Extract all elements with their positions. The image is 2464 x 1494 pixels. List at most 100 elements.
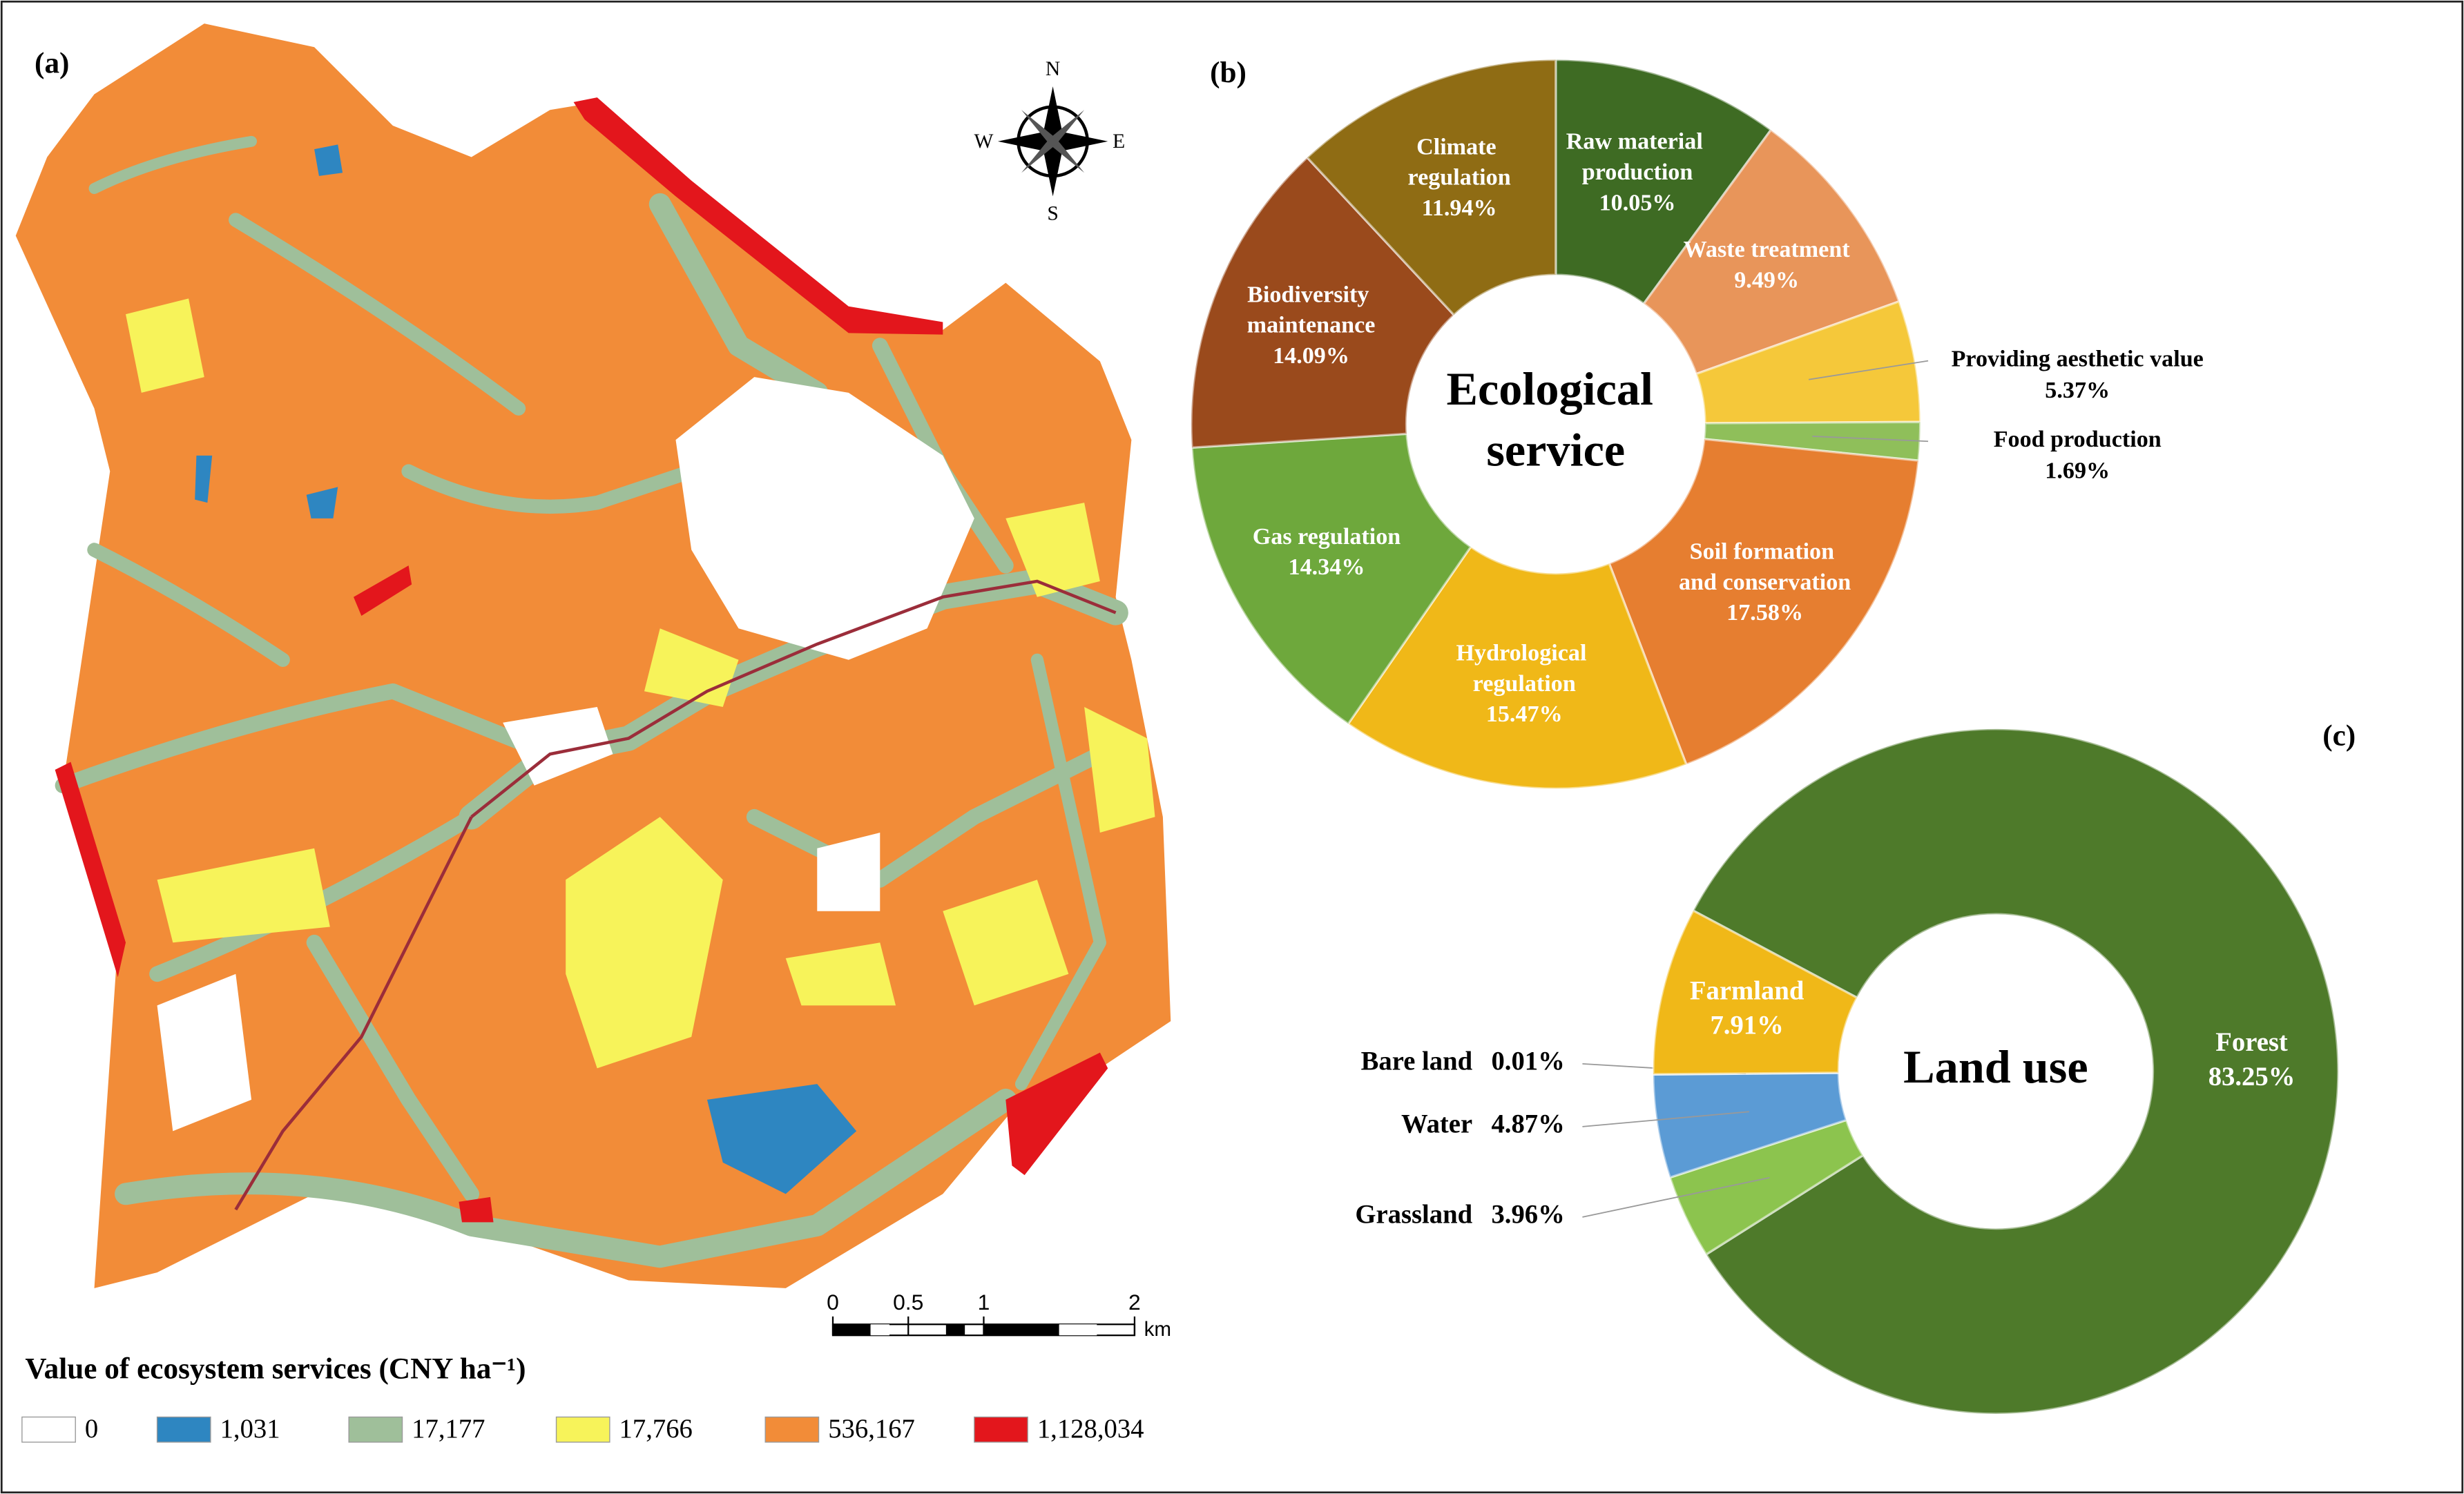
legend-label: 17,177 (412, 1415, 485, 1444)
panel-label: (c) (2322, 719, 2356, 752)
legend-label: 1,031 (220, 1415, 280, 1444)
map-patch (55, 761, 126, 978)
valley (229, 213, 526, 416)
valley (88, 135, 258, 195)
value-label: 3.96% (1491, 1201, 1564, 1230)
compass-label: N (1046, 58, 1060, 80)
center-title: Ecological service (1446, 362, 1665, 476)
compass-star (1021, 110, 1085, 173)
map-patch (459, 1196, 494, 1223)
map-patch (195, 455, 213, 503)
panel-label: (b) (1210, 56, 1247, 89)
map-patch (675, 377, 974, 660)
leader-line (1812, 435, 1929, 443)
scale-segment (870, 1324, 889, 1336)
legend-swatch (974, 1416, 1028, 1443)
slice-label: Bare land (1361, 1047, 1473, 1076)
value-label: 0.01% (1491, 1047, 1564, 1076)
scale-segment (945, 1324, 965, 1336)
map-patch (817, 833, 880, 911)
value-label: 83.25% (2208, 1063, 2295, 1092)
valley (401, 464, 699, 514)
value-label: 10.05% (1599, 190, 1676, 215)
slice (1642, 128, 1901, 376)
legend-label: 17,766 (619, 1415, 693, 1444)
slice-label: Providing aesthetic value (1952, 346, 2204, 371)
slice (1691, 728, 2340, 1415)
scale-segment (1059, 1324, 1097, 1336)
scale-label: 1 (978, 1290, 990, 1314)
legend-swatch (156, 1416, 211, 1443)
scale-segment (833, 1324, 871, 1336)
slice (1346, 545, 1688, 790)
river (470, 579, 1117, 819)
map-patch (1005, 503, 1100, 597)
compass: N S E W (974, 58, 1126, 224)
valley (87, 543, 290, 667)
scale-label: 2 (1128, 1290, 1141, 1314)
slice-label: Raw material production (1566, 129, 1709, 185)
value-label: 14.09% (1273, 343, 1349, 369)
map-patch (573, 97, 943, 335)
slice-label: Farmland (1690, 976, 1804, 1005)
center-title: Land use (1903, 1040, 2088, 1093)
scale-segment (983, 1324, 1059, 1336)
slice (1555, 58, 1773, 306)
map-patch (566, 817, 723, 1069)
legend-label: 0 (85, 1415, 98, 1444)
slice (1190, 155, 1456, 449)
map-patch (126, 298, 204, 393)
map: N S E W (a) Value of ecosystem services … (15, 23, 1171, 1385)
slice-label: Food production (1994, 427, 2162, 452)
slice-label: Forest (2215, 1028, 2288, 1057)
map-patch (785, 942, 896, 1006)
scale-label: 0.5 (893, 1290, 923, 1314)
leader-line (1582, 1176, 1770, 1218)
slice (1607, 438, 1920, 766)
value-label: 17.58% (1726, 600, 1803, 625)
value-label: 11.94% (1422, 195, 1497, 221)
legend-swatch (555, 1416, 610, 1443)
map-patch (157, 973, 252, 1132)
slice-label: Waste treatment (1684, 237, 1851, 262)
compass-label: S (1047, 203, 1058, 225)
map-patch (306, 487, 338, 518)
legend-swatch (348, 1416, 403, 1443)
slice-label: Hydrological regulation (1456, 640, 1593, 696)
slice-label: Grassland (1355, 1201, 1472, 1230)
leader-line (1809, 360, 1929, 380)
panel-label: (a) (35, 46, 69, 79)
slice (1191, 432, 1473, 726)
slice-label: Gas regulation (1253, 524, 1401, 550)
map-patch (157, 848, 330, 943)
map-patch (353, 565, 412, 616)
value-label: 5.37% (2045, 378, 2110, 403)
slice-label: Water (1401, 1110, 1472, 1139)
leader-line (1582, 1111, 1749, 1127)
legend-swatch (764, 1416, 820, 1443)
scale-label: 0 (827, 1290, 839, 1314)
slice-label: Biodiversity maintenance (1247, 282, 1376, 338)
valley (306, 934, 480, 1202)
map-patch (1005, 1052, 1108, 1176)
slice (1305, 58, 1557, 317)
valley (648, 193, 829, 404)
legend-title: Value of ecosystem services (CNY ha⁻¹) (25, 1352, 526, 1385)
scale-unit: km (1144, 1318, 1171, 1341)
compass-label: E (1113, 130, 1125, 153)
slice-label: Soil formation and conservation (1679, 539, 1851, 594)
valley (1014, 653, 1106, 1091)
slice (1652, 909, 1859, 1076)
value-label: 4.87% (1491, 1110, 1564, 1139)
compass-label: W (974, 130, 994, 153)
valley (55, 683, 558, 794)
value-label: 9.49% (1734, 267, 1799, 293)
value-label: 15.47% (1486, 701, 1563, 727)
map-patch (706, 1084, 857, 1194)
legend-label: 536,167 (828, 1415, 915, 1444)
map-patch (1084, 706, 1155, 833)
map-patch (314, 144, 343, 176)
river (234, 816, 473, 1211)
legend-swatch (21, 1416, 76, 1443)
